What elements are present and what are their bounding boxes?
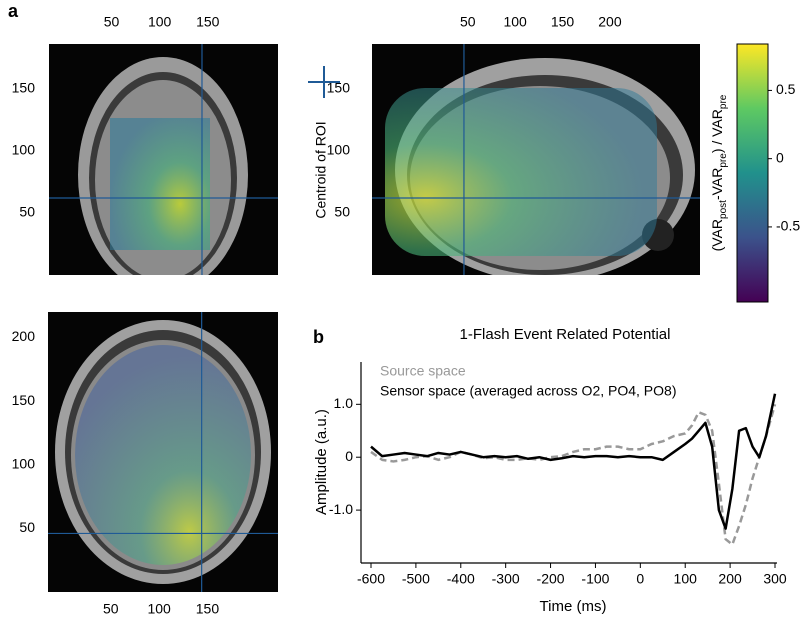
colorbar-tick-label: -0.5 [776, 218, 800, 234]
y-tick-label: 100 [12, 455, 36, 471]
x-tick-label: -200 [537, 571, 565, 587]
y-tick-label: 150 [12, 392, 36, 408]
label-sub: post [718, 200, 729, 219]
y-tick-label: 100 [327, 142, 351, 158]
y-tick-label: 200 [12, 328, 36, 344]
y-tick-label: 150 [12, 79, 36, 95]
x-tick-label: 50 [460, 14, 476, 30]
label-part: ) / VAR [709, 109, 725, 153]
y-tick-label: 1.0 [334, 395, 354, 411]
label-part: -VAR [709, 168, 725, 200]
x-axis-label: Time (ms) [540, 598, 607, 615]
x-tick-label: 200 [598, 14, 622, 30]
y-tick-label: 50 [334, 204, 350, 220]
x-tick-label: 150 [196, 601, 220, 617]
colorbar [736, 43, 769, 303]
chart-title: 1-Flash Event Related Potential [460, 326, 671, 343]
brain-image [49, 44, 278, 275]
x-tick-label: 50 [103, 601, 119, 617]
x-tick-label: 0 [636, 571, 644, 587]
legend-label: Centroid of ROI [313, 121, 329, 218]
x-tick-label: 100 [674, 571, 698, 587]
x-tick-label: 50 [104, 14, 120, 30]
y-tick-label: 100 [12, 142, 36, 158]
legend-label: Sensor space (averaged across O2, PO4, P… [380, 383, 676, 399]
y-tick-label: 50 [19, 519, 35, 535]
label-sub: pre [718, 153, 729, 168]
x-tick-label: 100 [147, 601, 171, 617]
y-tick-label: 150 [327, 79, 351, 95]
x-tick-label: 150 [551, 14, 575, 30]
legend-label: Source space [380, 363, 466, 379]
series-line [370, 393, 777, 530]
panel-label: a [8, 1, 19, 21]
brain-image [372, 44, 700, 275]
y-tick-label: -1.0 [329, 501, 353, 517]
x-tick-label: -300 [492, 571, 520, 587]
y-tick-label: 50 [19, 204, 35, 220]
panel-label: b [313, 327, 324, 347]
colorbar-label: (VARpost-VARpre) / VARpre [709, 94, 729, 251]
x-tick-label: -500 [402, 571, 430, 587]
label-part: (VAR [709, 219, 725, 251]
brain-image [48, 312, 278, 592]
series-line [370, 403, 777, 546]
x-tick-label: 150 [196, 14, 220, 30]
colorbar-tick-label: 0 [776, 149, 784, 165]
x-tick-label: 300 [763, 571, 787, 587]
x-tick-label: 100 [148, 14, 172, 30]
x-tick-label: 200 [718, 571, 742, 587]
label-sub: pre [718, 94, 729, 109]
x-tick-label: -600 [357, 571, 385, 587]
y-tick-label: 0 [345, 448, 353, 464]
x-tick-label: -400 [447, 571, 475, 587]
x-tick-label: 100 [503, 14, 527, 30]
y-axis-label: Amplitude (a.u.) [313, 409, 330, 515]
colorbar-tick-label: 0.5 [776, 81, 796, 97]
x-tick-label: -100 [581, 571, 609, 587]
